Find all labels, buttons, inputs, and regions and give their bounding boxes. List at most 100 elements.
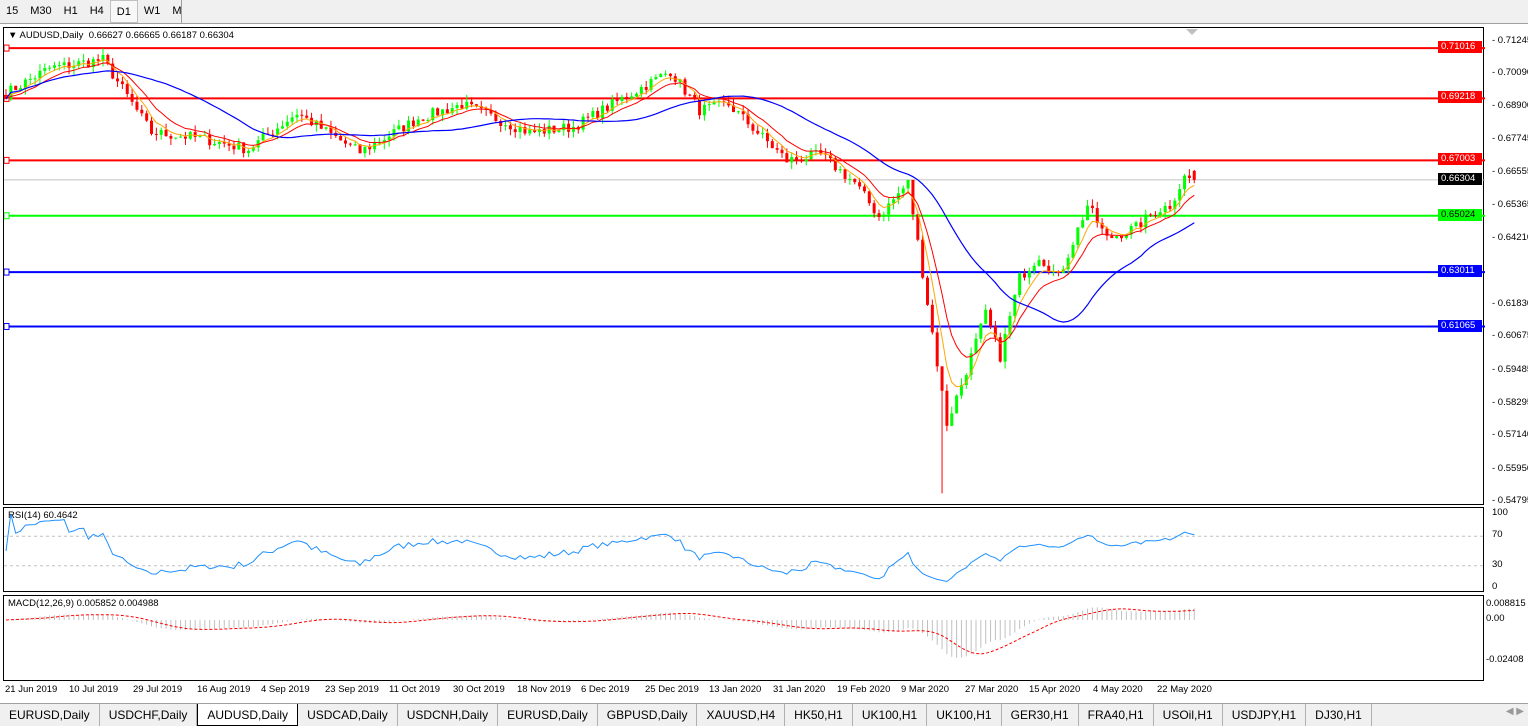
bear-candle bbox=[921, 239, 925, 278]
bull-candle bbox=[664, 73, 668, 75]
bear-candle bbox=[436, 108, 440, 116]
chart-tab-uk100-h1[interactable]: UK100,H1 bbox=[853, 704, 928, 726]
chart-tab-fra40-h1[interactable]: FRA40,H1 bbox=[1079, 704, 1154, 726]
timeframe-w1[interactable]: W1 bbox=[143, 5, 161, 17]
price-axis[interactable]: - 0.71245 - 0.70090 - 0.68900 - 0.67745 - 0.… bbox=[1484, 27, 1528, 687]
chart-tab-hk50-h1[interactable]: HK50,H1 bbox=[785, 704, 853, 726]
chart-tab-uk100-h1[interactable]: UK100,H1 bbox=[927, 704, 1002, 726]
chart-tab-audusd-daily[interactable]: AUDUSD,Daily bbox=[197, 704, 299, 726]
bull-candle bbox=[1027, 270, 1031, 278]
bull-candle bbox=[1071, 244, 1075, 258]
time-axis-label: 21 Jun 2019 bbox=[5, 684, 58, 695]
bull-candle bbox=[1018, 273, 1022, 296]
bull-candle bbox=[1134, 222, 1138, 227]
macd-signal-line bbox=[5, 608, 1195, 655]
bull-candle bbox=[838, 169, 842, 171]
time-axis-label: 30 Oct 2019 bbox=[453, 684, 505, 695]
chart-title: ▼ AUDUSD,Daily 0.66627 0.66665 0.66187 0… bbox=[8, 30, 234, 41]
bear-candle bbox=[644, 86, 648, 90]
bull-candle bbox=[179, 136, 183, 138]
bear-candle bbox=[727, 102, 731, 106]
bear-candle bbox=[833, 158, 837, 171]
timeframe-h1[interactable]: H1 bbox=[63, 5, 78, 17]
bear-candle bbox=[1100, 222, 1104, 229]
bear-candle bbox=[1047, 265, 1051, 273]
chart-tab-usdcnh-daily[interactable]: USDCNH,Daily bbox=[398, 704, 499, 726]
bull-candle bbox=[353, 144, 357, 146]
ma-slow-line bbox=[5, 70, 1195, 323]
timeframe-m30[interactable]: M30 bbox=[30, 5, 52, 17]
bull-candle bbox=[882, 214, 886, 218]
time-axis-label: 10 Jul 2019 bbox=[69, 684, 119, 695]
price-chart-panel[interactable]: ▼ AUDUSD,Daily 0.66627 0.66665 0.66187 0… bbox=[3, 27, 1485, 505]
bull-candle bbox=[23, 79, 27, 89]
bear-candle bbox=[829, 154, 832, 159]
chart-tab-xauusd-h4[interactable]: XAUUSD,H4 bbox=[697, 704, 786, 726]
bull-candle bbox=[635, 93, 638, 97]
bull-candle bbox=[256, 140, 260, 148]
bear-candle bbox=[523, 127, 527, 134]
bull-candle bbox=[601, 105, 605, 119]
bear-candle bbox=[746, 114, 750, 125]
bull-candle bbox=[1144, 214, 1148, 228]
bull-candle bbox=[1178, 189, 1182, 201]
bear-candle bbox=[775, 148, 779, 150]
timeframe-d1[interactable]: D1 bbox=[109, 0, 138, 23]
bear-candle bbox=[1149, 214, 1153, 216]
time-axis-label: 6 Dec 2019 bbox=[581, 684, 630, 695]
bear-candle bbox=[586, 116, 590, 118]
bear-candle bbox=[271, 134, 275, 136]
bear-candle bbox=[998, 337, 1002, 362]
bull-candle bbox=[896, 193, 900, 200]
bull-candle bbox=[557, 130, 561, 133]
ma-mid-line bbox=[5, 62, 1195, 358]
time-axis-label: 29 Jul 2019 bbox=[133, 684, 183, 695]
bear-candle bbox=[533, 129, 537, 132]
bear-candle bbox=[945, 390, 949, 426]
macd-panel[interactable]: MACD(12,26,9) 0.005852 0.004988 bbox=[3, 595, 1484, 681]
price-axis-label: - 0.59485 bbox=[1492, 363, 1528, 375]
bull-candle bbox=[198, 135, 202, 137]
macd-svg bbox=[5, 607, 1195, 658]
chart-tab-gbpusd-daily[interactable]: GBPUSD,Daily bbox=[598, 704, 698, 726]
rsi-panel[interactable]: RSI(14) 60.4642 bbox=[3, 507, 1485, 592]
chart-tab-usoil-h1[interactable]: USOil,H1 bbox=[1154, 704, 1223, 726]
bull-candle bbox=[174, 137, 178, 139]
chart-tab-usdcad-daily[interactable]: USDCAD,Daily bbox=[298, 704, 398, 726]
bear-candle bbox=[785, 153, 789, 163]
bull-candle bbox=[237, 142, 241, 150]
time-axis-label: 11 Oct 2019 bbox=[389, 684, 441, 695]
chart-tab-dj30-h1[interactable]: DJ30,H1 bbox=[1306, 704, 1372, 726]
chart-tab-ger30-h1[interactable]: GER30,H1 bbox=[1002, 704, 1079, 726]
bear-candle bbox=[494, 113, 498, 122]
rsi-axis-label: 100 bbox=[1492, 507, 1508, 518]
time-axis-label: 15 Apr 2020 bbox=[1029, 684, 1081, 695]
bear-candle bbox=[843, 169, 847, 179]
tab-scroll-arrows[interactable]: ◀ ▶ bbox=[1505, 706, 1524, 717]
timeframe-15[interactable]: 15 bbox=[6, 5, 19, 17]
timeframe-h4[interactable]: H4 bbox=[89, 5, 104, 17]
bear-candle bbox=[344, 140, 347, 144]
bull-candle bbox=[518, 127, 522, 133]
bear-candle bbox=[615, 99, 619, 101]
bear-candle bbox=[183, 136, 187, 139]
chart-tab-usdchf-daily[interactable]: USDCHF,Daily bbox=[100, 704, 198, 726]
bear-candle bbox=[499, 121, 503, 126]
bear-candle bbox=[1090, 205, 1094, 209]
bear-candle bbox=[877, 213, 881, 218]
chart-tab-usdjpy-h1[interactable]: USDJPY,H1 bbox=[1223, 704, 1307, 726]
bull-candle bbox=[562, 123, 566, 131]
chart-tab-eurusd-daily[interactable]: EURUSD,Daily bbox=[0, 704, 100, 726]
bear-candle bbox=[474, 104, 478, 107]
time-axis-label: 13 Jan 2020 bbox=[709, 684, 762, 695]
bull-candle bbox=[1086, 205, 1090, 221]
bear-candle bbox=[150, 120, 153, 134]
bull-candle bbox=[969, 353, 973, 376]
bull-candle bbox=[1163, 205, 1167, 213]
price-axis-label: - 0.54795 bbox=[1492, 494, 1528, 506]
time-axis[interactable]: 21 Jun 2019 10 Jul 2019 29 Jul 2019 16 Aug … bbox=[0, 684, 1484, 698]
bull-candle bbox=[416, 119, 420, 127]
chart-tab-eurusd-daily[interactable]: EURUSD,Daily bbox=[498, 704, 598, 726]
bull-candle bbox=[630, 96, 634, 99]
bull-candle bbox=[1037, 259, 1041, 266]
